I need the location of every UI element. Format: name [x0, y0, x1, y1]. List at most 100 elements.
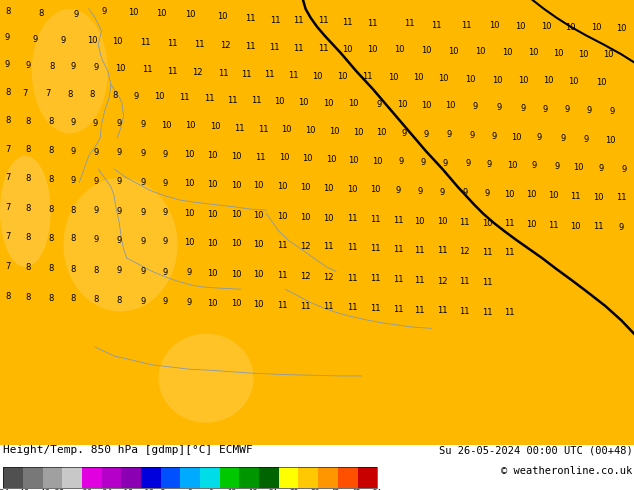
Text: 12: 12 — [460, 247, 470, 256]
Text: 9: 9 — [140, 178, 145, 187]
Text: 11: 11 — [370, 215, 380, 224]
Text: 7: 7 — [45, 89, 50, 98]
Text: -42: -42 — [39, 489, 51, 490]
Text: 10: 10 — [207, 299, 217, 308]
Text: 11: 11 — [347, 244, 357, 252]
Text: 11: 11 — [318, 45, 328, 53]
Text: 8: 8 — [5, 116, 10, 124]
Bar — [160, 466, 180, 488]
Text: 11: 11 — [142, 65, 152, 74]
Text: 7: 7 — [5, 203, 10, 212]
Text: 9: 9 — [117, 207, 122, 216]
Text: 9: 9 — [162, 179, 167, 188]
Text: 8: 8 — [89, 90, 94, 99]
Text: 11: 11 — [415, 245, 425, 254]
Text: 9: 9 — [117, 236, 122, 245]
Text: 10: 10 — [330, 127, 340, 136]
Text: 9: 9 — [186, 268, 191, 277]
Bar — [259, 466, 279, 488]
Text: 11: 11 — [241, 70, 251, 79]
Text: 9: 9 — [94, 206, 99, 215]
Bar — [358, 466, 377, 488]
Text: 10: 10 — [161, 121, 171, 130]
Bar — [62, 466, 82, 488]
Text: 11: 11 — [347, 303, 357, 313]
Text: 0: 0 — [188, 489, 193, 490]
Text: 9: 9 — [443, 159, 448, 168]
Text: 18: 18 — [248, 489, 257, 490]
Text: 9: 9 — [484, 189, 489, 198]
Text: 10: 10 — [231, 239, 241, 248]
Text: 11: 11 — [482, 278, 492, 287]
Text: 10: 10 — [543, 76, 553, 85]
Text: 9: 9 — [377, 99, 382, 109]
Text: 9: 9 — [162, 208, 167, 217]
Text: Su 26-05-2024 00:00 UTC (00+48): Su 26-05-2024 00:00 UTC (00+48) — [439, 445, 633, 455]
Text: 10: 10 — [413, 74, 424, 82]
Text: 9: 9 — [487, 160, 492, 169]
Text: 10: 10 — [377, 128, 387, 137]
Text: 10: 10 — [323, 98, 333, 108]
Text: 10: 10 — [87, 36, 97, 46]
Text: 8: 8 — [26, 293, 31, 302]
Text: 9: 9 — [543, 104, 548, 114]
Text: 11: 11 — [368, 19, 378, 28]
Text: 10: 10 — [274, 97, 284, 106]
Text: 11: 11 — [347, 215, 357, 223]
Text: 9: 9 — [521, 103, 526, 113]
Text: 9: 9 — [70, 62, 75, 71]
Text: 9: 9 — [74, 10, 79, 19]
Text: 11: 11 — [460, 277, 470, 286]
Text: 10: 10 — [337, 72, 347, 81]
Text: 10: 10 — [526, 220, 536, 229]
Text: 10: 10 — [115, 65, 126, 74]
Text: 10: 10 — [604, 50, 614, 59]
Text: 9: 9 — [70, 176, 75, 185]
Text: 9: 9 — [94, 235, 99, 244]
Text: 11: 11 — [277, 301, 287, 310]
Text: 8: 8 — [5, 292, 10, 301]
Text: 10: 10 — [231, 270, 241, 279]
Text: 10: 10 — [398, 100, 408, 109]
Text: 10: 10 — [298, 98, 308, 107]
Text: 9: 9 — [134, 92, 139, 101]
Text: 7: 7 — [5, 145, 10, 153]
Text: 9: 9 — [565, 105, 570, 114]
Text: 11: 11 — [277, 241, 287, 250]
Text: 9: 9 — [497, 103, 502, 112]
Text: 10: 10 — [277, 182, 287, 192]
Text: 9: 9 — [609, 107, 614, 116]
Bar — [82, 466, 101, 488]
Text: 9: 9 — [162, 297, 167, 306]
Text: 8: 8 — [48, 117, 53, 126]
Text: 10: 10 — [489, 21, 500, 30]
Text: 10: 10 — [507, 161, 517, 170]
Text: 10: 10 — [368, 46, 378, 54]
Text: 11: 11 — [264, 70, 275, 79]
Text: 8: 8 — [49, 62, 55, 71]
Text: 10: 10 — [254, 240, 264, 249]
Text: 9: 9 — [554, 162, 559, 171]
Text: 10: 10 — [254, 300, 264, 309]
Text: 7: 7 — [5, 263, 10, 271]
Text: 9: 9 — [398, 157, 403, 166]
Text: 10: 10 — [302, 154, 313, 163]
Text: 10: 10 — [207, 151, 217, 160]
Text: 10: 10 — [548, 191, 559, 200]
Text: 10: 10 — [439, 74, 449, 83]
Text: 11: 11 — [167, 39, 178, 48]
Text: 10: 10 — [342, 46, 353, 54]
Text: 10: 10 — [526, 191, 536, 199]
Text: 11: 11 — [342, 18, 353, 27]
Text: 11: 11 — [393, 275, 403, 284]
Text: 9: 9 — [417, 187, 422, 196]
Text: 10: 10 — [231, 181, 241, 190]
Text: 8: 8 — [48, 205, 53, 214]
Text: 12: 12 — [301, 272, 311, 281]
Text: 9: 9 — [492, 132, 497, 141]
Bar — [180, 466, 200, 488]
Text: 11: 11 — [415, 276, 425, 285]
Text: 36: 36 — [310, 489, 320, 490]
Text: 10: 10 — [493, 75, 503, 85]
Text: 10: 10 — [185, 122, 195, 130]
